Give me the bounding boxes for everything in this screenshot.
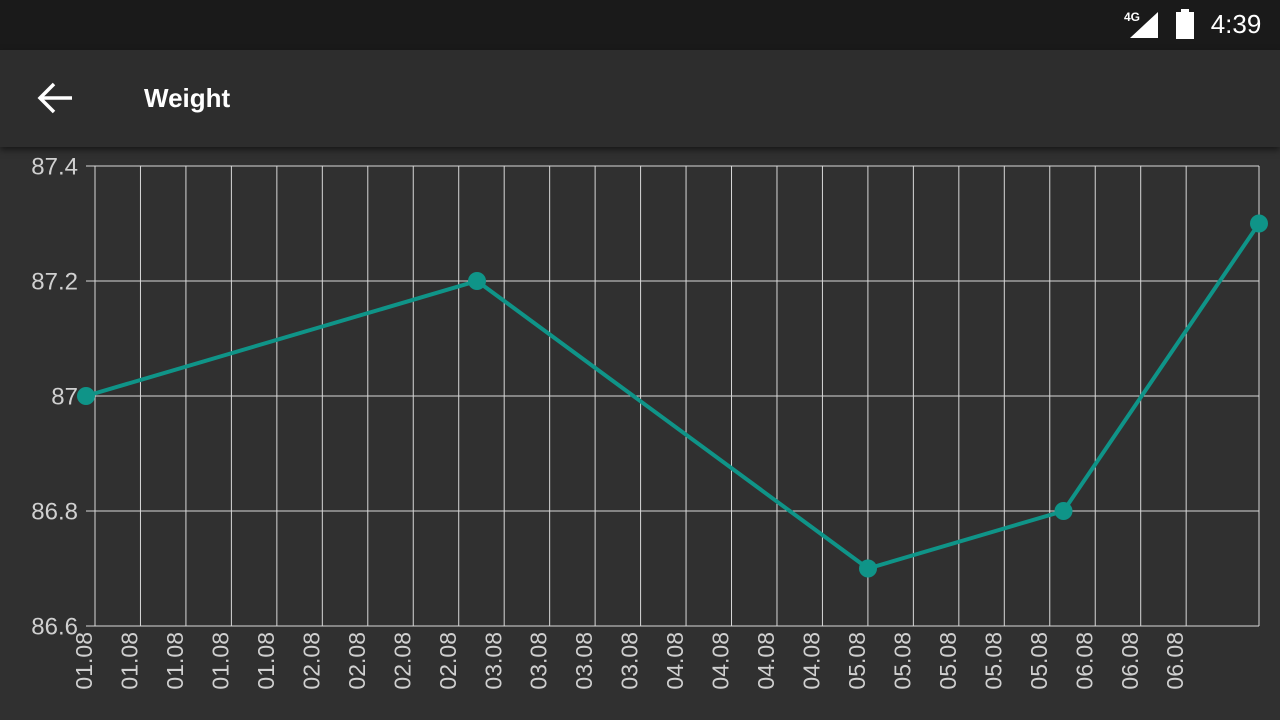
network-type: 4G: [1124, 10, 1140, 24]
x-tick-label: 05.08: [980, 632, 1006, 690]
x-tick-label: 05.08: [1026, 632, 1052, 690]
app-title: Weight: [144, 83, 231, 113]
x-tick-label: 02.08: [389, 632, 415, 690]
x-tick-label: 06.08: [1071, 632, 1097, 690]
y-tick-label: 86.6: [31, 613, 78, 640]
clock: 4:39: [1211, 9, 1262, 39]
app-bar: Weight: [0, 50, 1280, 147]
battery-icon: [1176, 12, 1194, 39]
data-point: [1054, 502, 1073, 520]
status-bar: 4G 4:39: [0, 0, 1280, 50]
x-tick-label: 01.08: [207, 632, 233, 690]
x-tick-label: 06.08: [1162, 632, 1188, 690]
data-point: [859, 559, 877, 578]
x-tick-label: 01.08: [253, 632, 279, 690]
x-tick-label: 04.08: [753, 632, 779, 690]
x-tick-label: 02.08: [298, 632, 324, 690]
x-tick-label: 04.08: [662, 632, 688, 690]
data-point: [77, 387, 95, 405]
x-tick-label: 01.08: [162, 632, 188, 690]
y-tick-label: 87.2: [31, 268, 78, 295]
x-tick-label: 05.08: [889, 632, 915, 690]
x-tick-label: 02.08: [344, 632, 370, 690]
data-point: [468, 272, 486, 290]
battery-tip: [1181, 9, 1189, 13]
x-tick-label: 03.08: [526, 632, 552, 690]
x-tick-label: 03.08: [571, 632, 597, 690]
x-tick-label: 06.08: [1117, 632, 1143, 690]
y-tick-label: 86.8: [31, 498, 78, 525]
data-point: [1250, 214, 1268, 233]
x-tick-label: 04.08: [708, 632, 734, 690]
y-tick-label: 87.4: [31, 153, 78, 180]
x-tick-label: 03.08: [480, 632, 506, 690]
signal-icon: [1130, 12, 1158, 38]
x-tick-label: 01.08: [117, 632, 143, 690]
x-tick-label: 05.08: [935, 632, 961, 690]
x-tick-label: 01.08: [71, 632, 97, 690]
x-tick-label: 02.08: [435, 632, 461, 690]
status-icons: 4G 4:39: [1124, 9, 1262, 39]
app-bar-content: Weight: [37, 82, 231, 114]
back-button[interactable]: [37, 82, 72, 114]
y-tick-label: 87: [51, 383, 78, 410]
x-tick-label: 03.08: [617, 632, 643, 690]
x-tick-label: 04.08: [799, 632, 825, 690]
x-tick-label: 05.08: [844, 632, 870, 690]
